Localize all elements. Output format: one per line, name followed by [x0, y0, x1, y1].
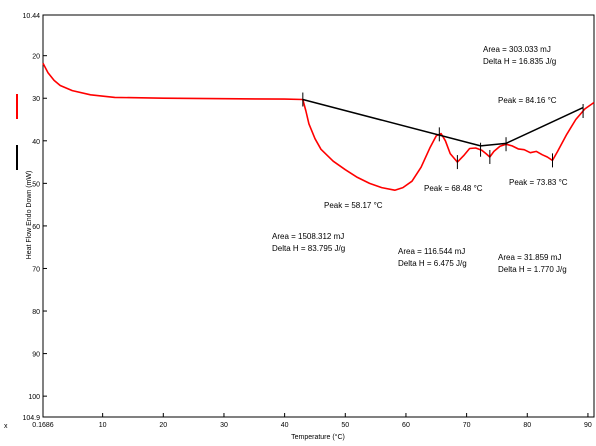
x-tick-label: 0.1686 — [32, 422, 54, 429]
series-heat-flow-curve — [42, 62, 595, 191]
y-tick-label: 30 — [32, 96, 40, 103]
annotation-area-303: Area = 303.033 mJ — [483, 45, 551, 54]
y-tick-label: 80 — [32, 309, 40, 316]
y-tick-label: 60 — [32, 224, 40, 231]
y-ticks: 10.44 20 30 40 50 60 70 80 90 100 104.9 — [22, 13, 47, 422]
x-tick-label: 60 — [402, 422, 410, 429]
annotation-area-116: Area = 116.544 mJ — [398, 247, 465, 256]
series-group — [42, 62, 595, 191]
annotation-peak-73: Peak = 73.83 °C — [509, 178, 568, 187]
annotation-delta-h-1: Delta H = 1.770 J/g — [498, 265, 567, 274]
y-tick-label: 104.9 — [22, 415, 40, 422]
x-tick-label: 80 — [523, 422, 531, 429]
annotation-peak-58: Peak = 58.17 °C — [324, 201, 383, 210]
plot-border — [42, 14, 595, 418]
x-tick-label: 10 — [99, 422, 107, 429]
annotation-delta-h-83: Delta H = 83.795 J/g — [272, 244, 345, 253]
x-tick-label: 90 — [584, 422, 592, 429]
y-tick-label: 90 — [32, 352, 40, 359]
x-ticks: 0.1686 10 20 30 40 50 60 70 80 90 — [32, 413, 592, 429]
x-tick-label: 20 — [159, 422, 167, 429]
y-tick-label: 40 — [32, 139, 40, 146]
y-tick-label: 70 — [32, 266, 40, 273]
y-tick-label: 10.44 — [22, 13, 40, 20]
x-axis-label: Temperature (°C) — [291, 433, 345, 441]
y-tick-label: 20 — [32, 54, 40, 61]
x-tick-label: 50 — [341, 422, 349, 429]
annotation-delta-h-16: Delta H = 16.835 J/g — [483, 57, 556, 66]
x-tick-label: 40 — [281, 422, 289, 429]
y-tick-label: 100 — [28, 394, 40, 401]
y-tick-label: 50 — [32, 181, 40, 188]
annotation-area-31: Area = 31.859 mJ — [498, 253, 561, 262]
curve-tick-marks — [302, 92, 584, 170]
annotation-peak-84: Peak = 84.16 °C — [498, 96, 557, 105]
annotation-delta-h-6: Delta H = 6.475 J/g — [398, 259, 467, 268]
corner-label: x — [4, 423, 8, 430]
annotation-area-1508: Area = 1508.312 mJ — [272, 232, 344, 241]
annotations: Area = 303.033 mJ Delta H = 16.835 J/g P… — [272, 45, 568, 274]
y-axis-label: Heat Flow Endo Down (mW) — [26, 171, 33, 260]
x-tick-label: 30 — [220, 422, 228, 429]
x-tick-label: 70 — [463, 422, 471, 429]
series-integration-baseline — [302, 98, 584, 147]
annotation-peak-68: Peak = 68.48 °C — [424, 184, 483, 193]
